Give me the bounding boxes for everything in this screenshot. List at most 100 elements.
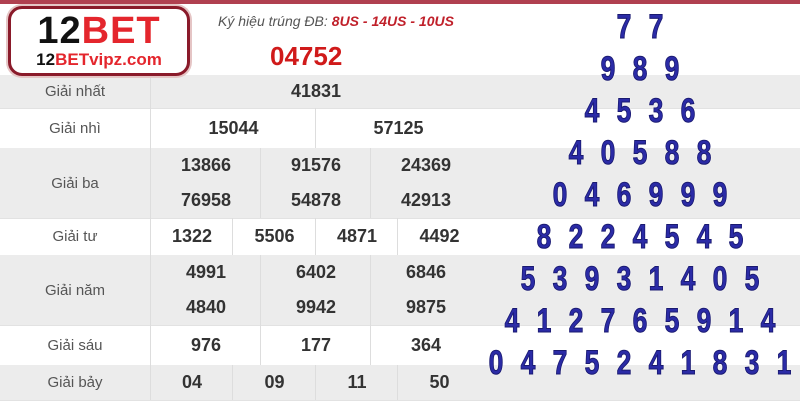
prize-label: Giải ba [0,148,151,218]
prize-value: 976 [150,325,261,365]
pyramid-digit: 4 [584,176,600,215]
prize-value: 42913 [370,183,481,218]
pyramid-digit: 4 [584,92,600,131]
pyramid-digit: 2 [568,302,584,341]
pyramid-digit: 1 [536,302,552,341]
prize-value: 4991 [150,255,261,290]
pyramid-digit: 4 [696,218,712,257]
pyramid-digit: 4 [632,218,648,257]
prize-value: 13866 [150,148,261,183]
pyramid-digit: 9 [680,176,696,215]
pyramid-digit: 2 [600,218,616,257]
pyramid-digit: 5 [616,92,632,131]
logo-number: 12 [37,10,82,52]
pyramid-digit: 4 [568,134,584,173]
pyramid-digit: 3 [648,92,664,131]
pyramid-digit: 6 [632,302,648,341]
prize-label: Giải sáu [0,325,151,365]
pyramid-digit: 9 [648,176,664,215]
pyramid-digit: 1 [728,302,744,341]
pyramid-digit: 8 [632,50,648,89]
pyramid-digit: 5 [744,260,760,299]
pyramid-digit: 5 [664,218,680,257]
pyramid-digit: 9 [696,302,712,341]
prize-value: 9875 [370,290,481,325]
prize-value: 15044 [150,108,316,148]
pyramid-digit: 8 [712,344,728,383]
pyramid-digit: 7 [648,8,664,47]
pyramid-digit: 7 [552,344,568,383]
pyramid-digit: 9 [712,176,728,215]
row-giai-nhat: Giải nhất 41831 [0,75,800,109]
logo-site-word: BETvipz.com [55,50,162,69]
pyramid-digit: 5 [632,134,648,173]
pyramid-digit: 8 [536,218,552,257]
pyramid-digit: 4 [760,302,776,341]
pyramid-digit: 4 [504,302,520,341]
logo-site-number: 12 [36,50,56,69]
codes-value: 8US - 14US - 10US [331,13,454,29]
pyramid-digit: 1 [648,260,664,299]
row-giai-ba: Giải ba 13866 91576 24369 76958 54878 42… [0,148,800,219]
pyramid-digit: 3 [744,344,760,383]
prize-value: 9942 [260,290,371,325]
prize-value: 04 [150,365,233,400]
prize-value: 4840 [150,290,261,325]
prize-value: 177 [260,325,371,365]
pyramid-digit: 6 [680,92,696,131]
pyramid-digit: 4 [648,344,664,383]
prize-value: 364 [370,325,481,365]
pyramid-digit: 1 [776,344,792,383]
logo-word: BET [81,10,161,52]
prize-label: Giải nhì [0,108,151,148]
pyramid-digit: 0 [600,134,616,173]
prize-value: 4492 [397,218,481,255]
pyramid-digit: 8 [664,134,680,173]
prize-value: 91576 [260,148,371,183]
prize-value: 11 [315,365,398,400]
prize-label: Giải tư [0,218,151,255]
pyramid-digit: 4 [680,260,696,299]
prize-value: 6402 [260,255,371,290]
prize-value: 54878 [260,183,371,218]
pyramid-digit: 7 [600,302,616,341]
prize-value: 24369 [370,148,481,183]
top-border [0,0,800,4]
pyramid-digit: 5 [584,344,600,383]
pyramid-digit: 6 [616,176,632,215]
prize-value: 1322 [150,218,233,255]
pyramid-digit: 9 [584,260,600,299]
pyramid-digit: 0 [488,344,504,383]
row-giai-nam: Giải năm 4991 6402 6846 4840 9942 9875 [0,255,800,326]
prize-value: 76958 [150,183,261,218]
prize-value: 50 [397,365,481,400]
12bet-logo: 12BET 12BETvipz.com [8,6,190,76]
pyramid-digit: 5 [664,302,680,341]
pyramid-digit: 1 [680,344,696,383]
pyramid-digit: 2 [616,344,632,383]
prize-value: 57125 [315,108,481,148]
prize-label: Giải bảy [0,365,151,400]
pyramid-digit: 0 [552,176,568,215]
pyramid-digit: 9 [600,50,616,89]
prize-label: Giải năm [0,255,151,325]
prize-value: 09 [232,365,316,400]
pyramid-digit: 7 [616,8,632,47]
codes-label: Ký hiệu trúng ĐB: [218,13,328,29]
prize-value: 6846 [370,255,481,290]
pyramid-digit: 3 [552,260,568,299]
prize-value: 4871 [315,218,398,255]
pyramid-digit: 2 [568,218,584,257]
pyramid-digit: 3 [616,260,632,299]
pyramid-digit: 5 [520,260,536,299]
prize-value: 41831 [150,75,481,108]
prize-label: Giải nhất [0,75,151,108]
pyramid-digit: 9 [664,50,680,89]
pyramid-digit: 8 [696,134,712,173]
special-prize-value: 04752 [270,41,343,71]
prize-value: 5506 [232,218,316,255]
row-giai-bay: Giải bảy 04 09 11 50 [0,365,800,401]
pyramid-digit: 5 [728,218,744,257]
pyramid-digit: 0 [712,260,728,299]
pyramid-digit: 4 [520,344,536,383]
